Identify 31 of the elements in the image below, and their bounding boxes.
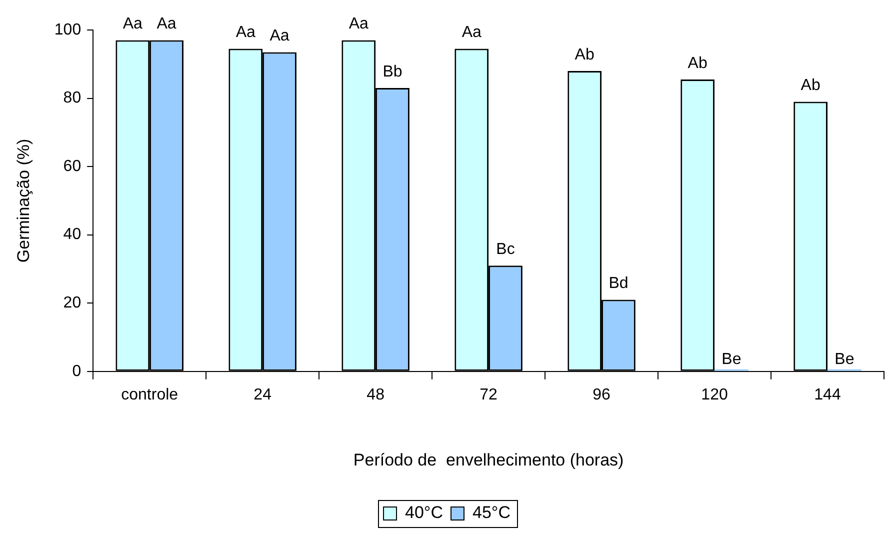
data-label: Ab xyxy=(688,54,708,72)
data-label: Aa xyxy=(122,16,143,33)
x-axis-title: Período de envelhecimento (horas) xyxy=(353,450,624,470)
data-label: Bb xyxy=(382,63,402,80)
data-label: Be xyxy=(834,350,854,368)
x-tick-label: 144 xyxy=(814,386,841,404)
y-axis-title: Germinação (%) xyxy=(14,138,33,263)
data-label: Be xyxy=(722,350,742,368)
data-label: Aa xyxy=(348,16,368,33)
data-label: Bc xyxy=(496,240,515,258)
x-tick-label: 120 xyxy=(701,386,728,404)
data-label: Aa xyxy=(270,28,290,45)
y-tick-label: 0 xyxy=(72,362,82,380)
data-label: Aa xyxy=(462,24,482,42)
x-tick-label: controle xyxy=(121,386,178,404)
x-tick-label: 96 xyxy=(592,386,611,404)
legend-label: 40°C xyxy=(405,503,443,522)
data-label: Aa xyxy=(156,16,176,33)
y-tick-label: 60 xyxy=(63,158,82,175)
data-label: Ab xyxy=(800,77,820,94)
y-tick-label: 100 xyxy=(54,21,82,38)
data-label: Bd xyxy=(608,275,628,292)
y-tick-label: 40 xyxy=(63,226,82,244)
legend-label: 45°C xyxy=(472,503,510,522)
data-label: Ab xyxy=(574,46,594,64)
x-tick-label: 48 xyxy=(366,386,385,404)
y-tick-label: 80 xyxy=(63,90,82,107)
y-tick-label: 20 xyxy=(63,294,82,312)
x-tick-label: 24 xyxy=(254,386,272,404)
x-tick-label: 72 xyxy=(480,386,498,404)
data-label: Aa xyxy=(236,24,256,42)
